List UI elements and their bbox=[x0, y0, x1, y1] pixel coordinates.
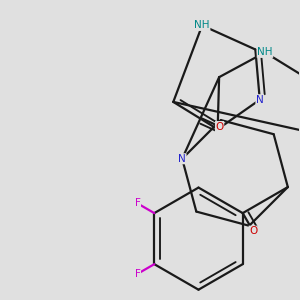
Text: O: O bbox=[249, 226, 257, 236]
Text: F: F bbox=[135, 198, 140, 208]
Text: O: O bbox=[215, 122, 224, 131]
Text: NH: NH bbox=[257, 47, 273, 57]
Text: N: N bbox=[178, 154, 186, 164]
Text: N: N bbox=[256, 95, 264, 105]
Text: F: F bbox=[135, 269, 140, 279]
Text: NH: NH bbox=[194, 20, 210, 30]
